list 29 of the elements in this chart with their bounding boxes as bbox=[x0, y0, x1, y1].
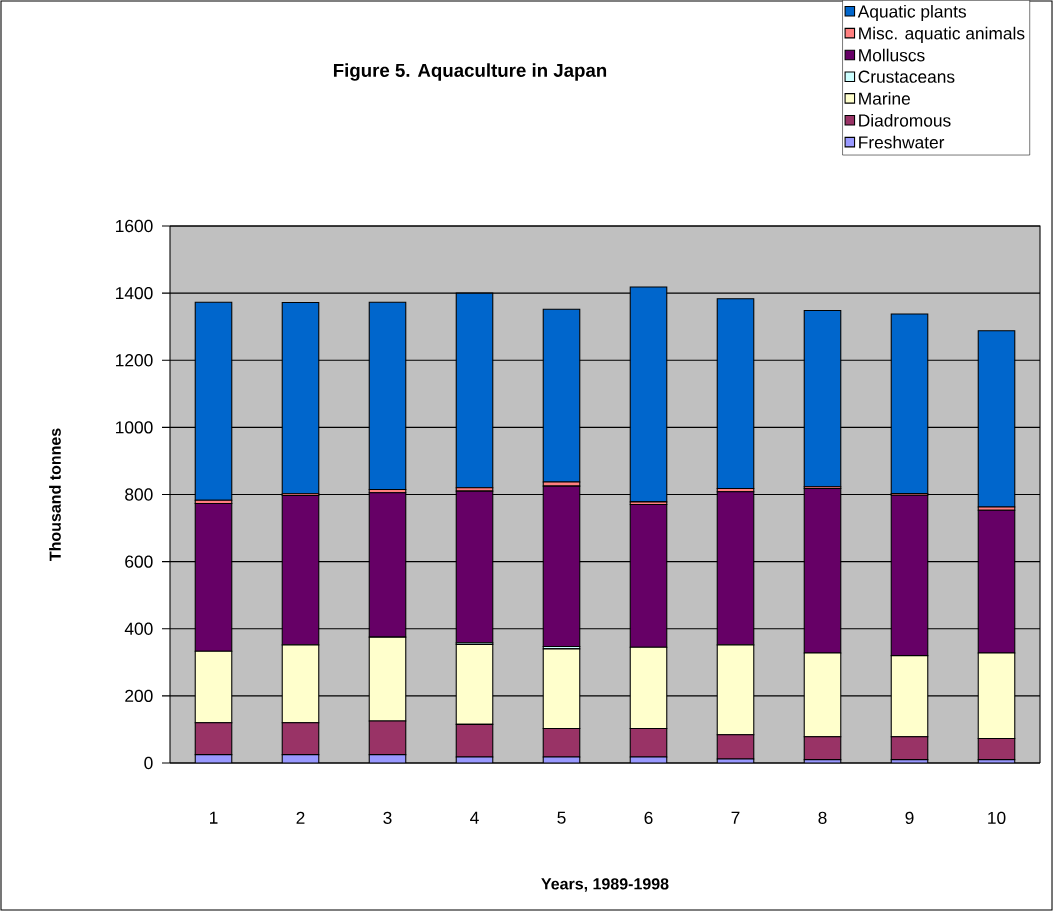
legend-label: Diadromous bbox=[859, 113, 951, 127]
legend-label: Misc. aquatic animals bbox=[859, 26, 1025, 43]
x-tick-label: 10 bbox=[988, 811, 1006, 824]
y-tick-label: 1000 bbox=[116, 421, 153, 434]
y-tick-label: 0 bbox=[144, 756, 153, 770]
y-axis-title: Thousand tonnes bbox=[49, 428, 61, 561]
legend-label: Molluscs bbox=[859, 48, 925, 62]
x-tick-label: 4 bbox=[470, 811, 479, 824]
legend-label: Aquatic plants bbox=[857, 4, 966, 22]
x-tick-label: 8 bbox=[818, 811, 827, 824]
x-tick-label: 5 bbox=[557, 811, 566, 824]
x-tick-label: 1 bbox=[210, 811, 218, 824]
x-tick-label: 7 bbox=[731, 811, 740, 824]
y-tick-label: 600 bbox=[125, 555, 153, 568]
y-tick-label: 200 bbox=[125, 689, 153, 703]
x-axis-title: Years, 1989-1998 bbox=[541, 878, 669, 892]
y-tick-label: 800 bbox=[125, 488, 153, 501]
x-tick-label: 9 bbox=[905, 811, 914, 824]
x-tick-label: 6 bbox=[644, 811, 653, 824]
legend-label: Freshwater bbox=[859, 135, 945, 149]
y-tick-label: 400 bbox=[124, 622, 153, 635]
x-tick-label: 3 bbox=[383, 811, 392, 824]
y-tick-label: 1200 bbox=[116, 354, 153, 367]
legend-label: Marine bbox=[859, 92, 910, 105]
chart-title: Figure 5. Aquaculture in Japan bbox=[333, 63, 607, 81]
y-tick-label: 1400 bbox=[116, 286, 153, 300]
legend-label: Crustaceans bbox=[858, 70, 955, 83]
y-tick-label: 1600 bbox=[116, 219, 153, 233]
x-tick-label: 2 bbox=[296, 811, 305, 824]
